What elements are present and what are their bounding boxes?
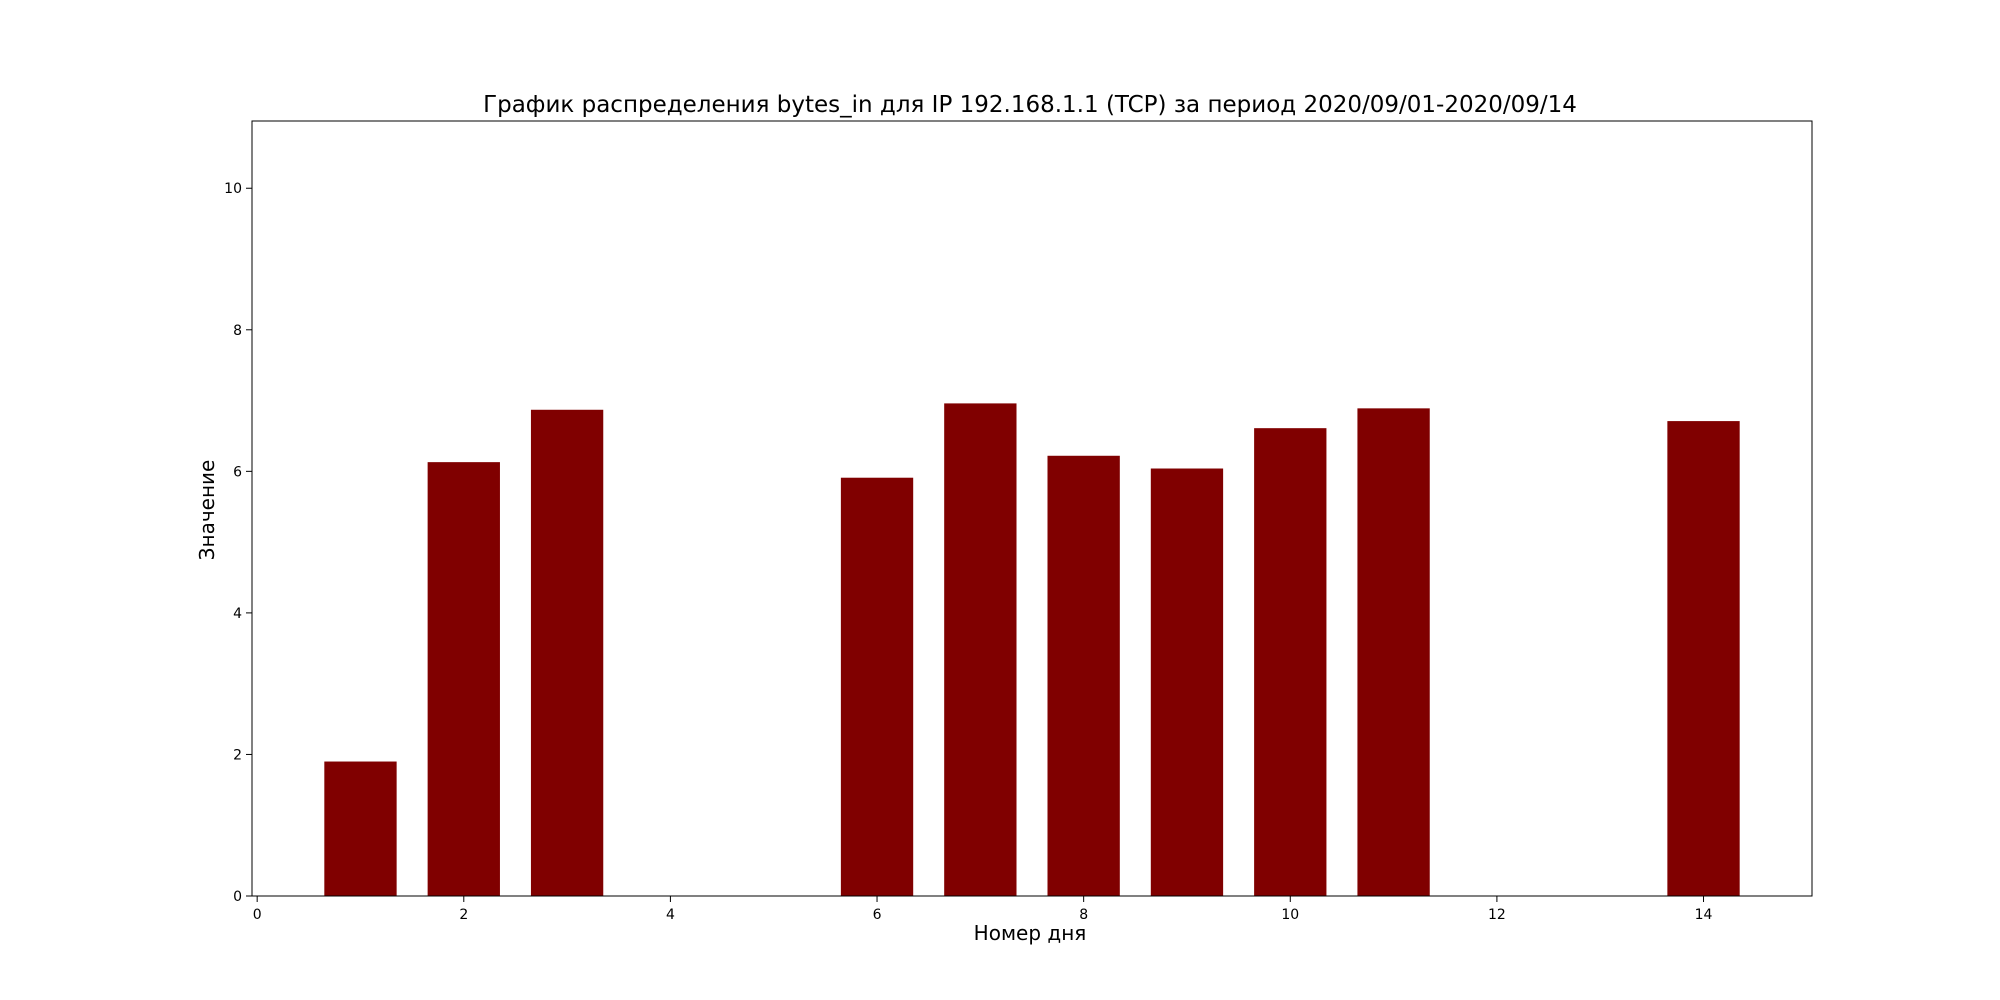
- y-tick-label: 0: [233, 889, 242, 905]
- x-axis-ticks: 0 2 4 6 8 10 12 14: [253, 896, 1713, 923]
- x-tick-label: 0: [253, 907, 262, 923]
- x-tick-label: 10: [1281, 907, 1299, 923]
- y-tick-label: 10: [224, 181, 242, 197]
- bar-day-3: [530, 409, 604, 896]
- x-tick-label: 12: [1488, 907, 1506, 923]
- y-tick-label: 4: [233, 606, 242, 622]
- bar-day-9: [1150, 468, 1224, 896]
- x-tick-label: 8: [1079, 907, 1088, 923]
- bars-group: [324, 403, 1740, 896]
- y-tick-label: 2: [233, 747, 242, 763]
- bar-day-14: [1667, 421, 1740, 896]
- chart-title: График распределения bytes_in для IP 192…: [483, 92, 1577, 118]
- plot-area-frame: [251, 120, 1813, 897]
- y-tick-label: 6: [233, 464, 242, 480]
- bar-day-10: [1254, 428, 1327, 896]
- x-tick-label: 6: [873, 907, 882, 923]
- bar-day-1: [324, 761, 397, 896]
- bar-day-7: [944, 403, 1017, 896]
- y-axis-ticks: 0 2 4 6 8 10: [224, 181, 252, 905]
- y-axis-label: Значение: [195, 460, 219, 561]
- bar-day-11: [1357, 408, 1430, 896]
- y-tick-label: 8: [233, 323, 242, 339]
- bar-day-6: [840, 477, 914, 896]
- x-axis-label: Номер дня: [974, 921, 1087, 945]
- bar-day-2: [427, 462, 500, 896]
- x-tick-label: 4: [666, 907, 675, 923]
- bar-day-8: [1047, 455, 1120, 896]
- x-tick-label: 2: [459, 907, 468, 923]
- x-tick-label: 14: [1695, 907, 1713, 923]
